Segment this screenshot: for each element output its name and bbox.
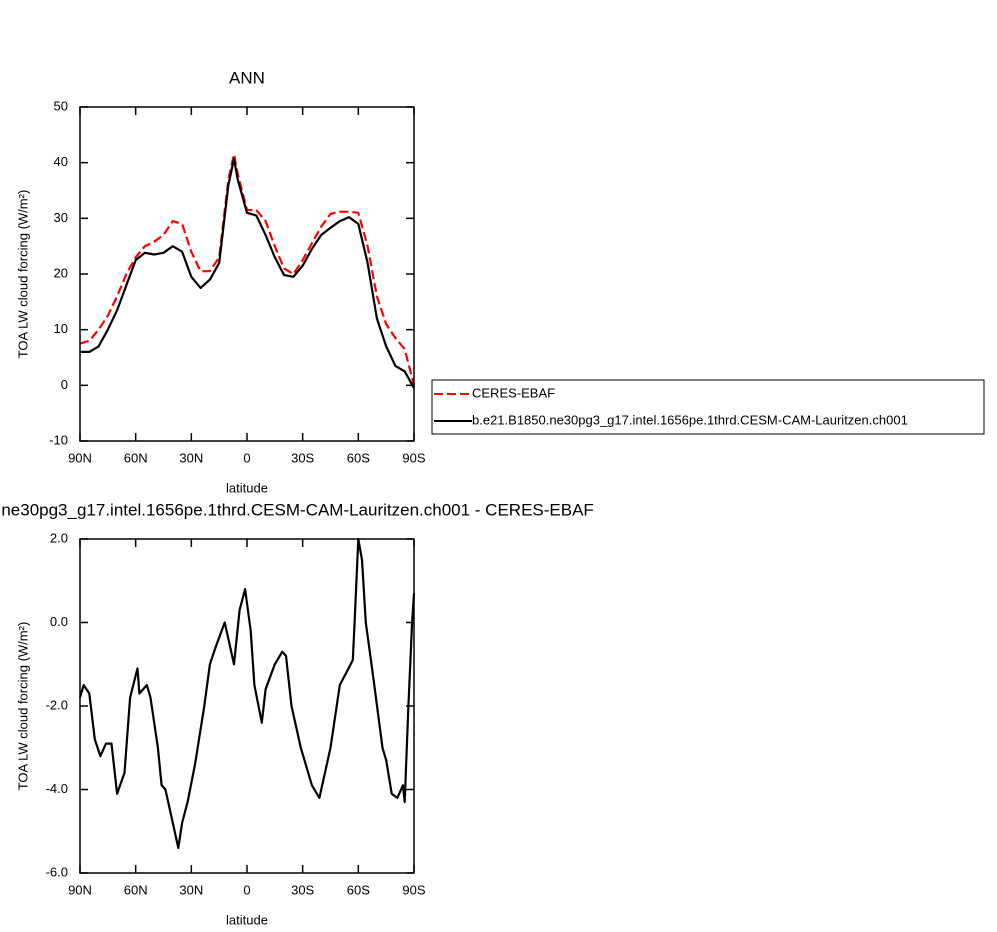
y-tick-label: -2.0 [46, 697, 68, 712]
data-line [80, 157, 415, 389]
y-tick-label: 0 [61, 377, 68, 392]
x-tick-label: 90N [68, 882, 92, 897]
x-tick-label: 60S [347, 882, 370, 897]
x-tick-label: 60S [347, 450, 370, 465]
legend-text: b.e21.B1850.ne30pg3_g17.intel.1656pe.1th… [472, 412, 908, 427]
plot-frame [79, 106, 415, 442]
data-line [78, 537, 416, 850]
x-tick-label: 90S [402, 450, 425, 465]
y-tick-label: -10 [49, 432, 68, 447]
y-tick-label: 30 [54, 210, 68, 225]
x-tick-label: 90N [68, 450, 92, 465]
y-tick-label: 0.0 [50, 614, 68, 629]
x-tick-label: 60N [124, 882, 148, 897]
y-tick-label: -6.0 [46, 864, 68, 879]
y-axis-label: TOA LW cloud forcing (W/m²) [15, 190, 30, 359]
x-tick-label: 60N [124, 450, 148, 465]
x-tick-label: 30S [291, 882, 314, 897]
legend-box [431, 379, 985, 435]
legend-text: CERES-EBAF [472, 385, 555, 400]
chart-title: ANN [229, 68, 265, 87]
chart-title: b.e21.B1850.ne30pg3_g17.intel.1656pe.1th… [0, 500, 594, 519]
x-tick-label: 0 [243, 882, 250, 897]
y-tick-label: 2.0 [50, 530, 68, 545]
y-tick-label: 20 [54, 265, 68, 280]
x-tick-label: 90S [402, 882, 425, 897]
x-tick-label: 30N [179, 882, 203, 897]
y-tick-label: 10 [54, 321, 68, 336]
x-tick-label: 30N [179, 450, 203, 465]
x-axis-label: latitude [226, 480, 268, 495]
y-tick-label: -4.0 [46, 781, 68, 796]
y-tick-label: 50 [54, 98, 68, 113]
y-axis-label: TOA LW cloud forcing (W/m²) [15, 622, 30, 791]
data-line [79, 153, 416, 386]
x-tick-label: 30S [291, 450, 314, 465]
x-axis-label: latitude [226, 912, 268, 927]
plot-frame [79, 538, 415, 874]
y-tick-label: 40 [54, 154, 68, 169]
x-tick-label: 0 [243, 450, 250, 465]
